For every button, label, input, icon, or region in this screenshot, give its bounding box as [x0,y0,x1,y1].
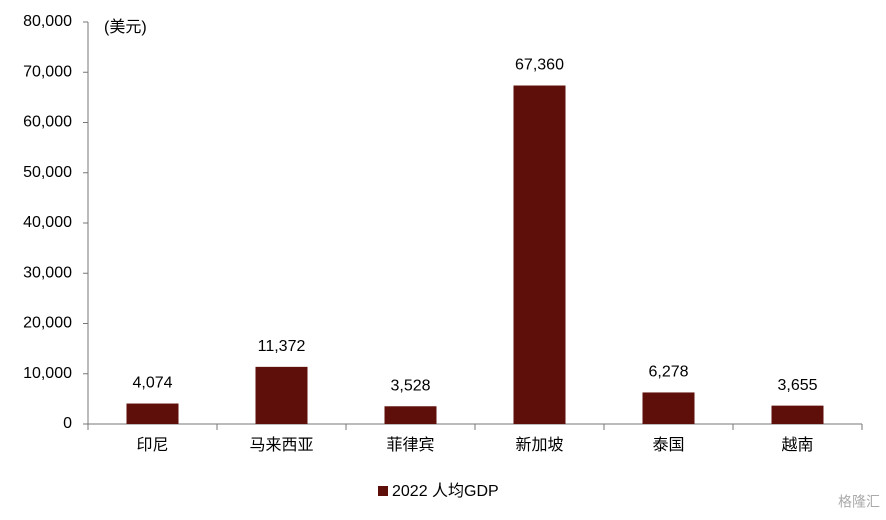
bar [642,392,695,424]
x-tick-label: 泰国 [652,436,684,454]
y-tick-label: 70,000 [23,63,72,80]
bar [771,405,824,424]
x-tick-label: 马来西亚 [249,436,313,454]
y-tick-label: 10,000 [23,365,72,382]
x-tick-label: 菲律宾 [386,436,434,454]
y-tick-label: 20,000 [23,315,72,332]
value-label: 67,360 [515,57,564,74]
x-tick-label: 新加坡 [515,436,563,454]
bar [513,85,566,425]
legend-swatch [378,486,388,496]
value-label: 3,655 [777,377,817,394]
bar [255,366,308,424]
y-tick-label: 40,000 [23,214,72,231]
unit-label: (美元) [104,18,147,36]
y-tick-label: 50,000 [23,164,72,181]
value-label: 11,372 [258,338,306,355]
value-label: 6,278 [648,364,688,381]
y-tick-label: 60,000 [23,114,72,131]
value-label: 4,074 [132,375,172,392]
x-tick-label: 越南 [781,436,813,454]
y-tick-label: 0 [63,415,72,432]
x-tick-label: 印尼 [136,436,168,454]
bar [384,406,437,424]
value-label: 3,528 [390,377,430,394]
y-tick-label: 30,000 [23,264,72,281]
legend-label: 2022 人均GDP [392,482,499,500]
bar [126,403,179,424]
watermark: 格隆汇 [838,494,880,510]
y-tick-label: 80,000 [23,13,72,30]
